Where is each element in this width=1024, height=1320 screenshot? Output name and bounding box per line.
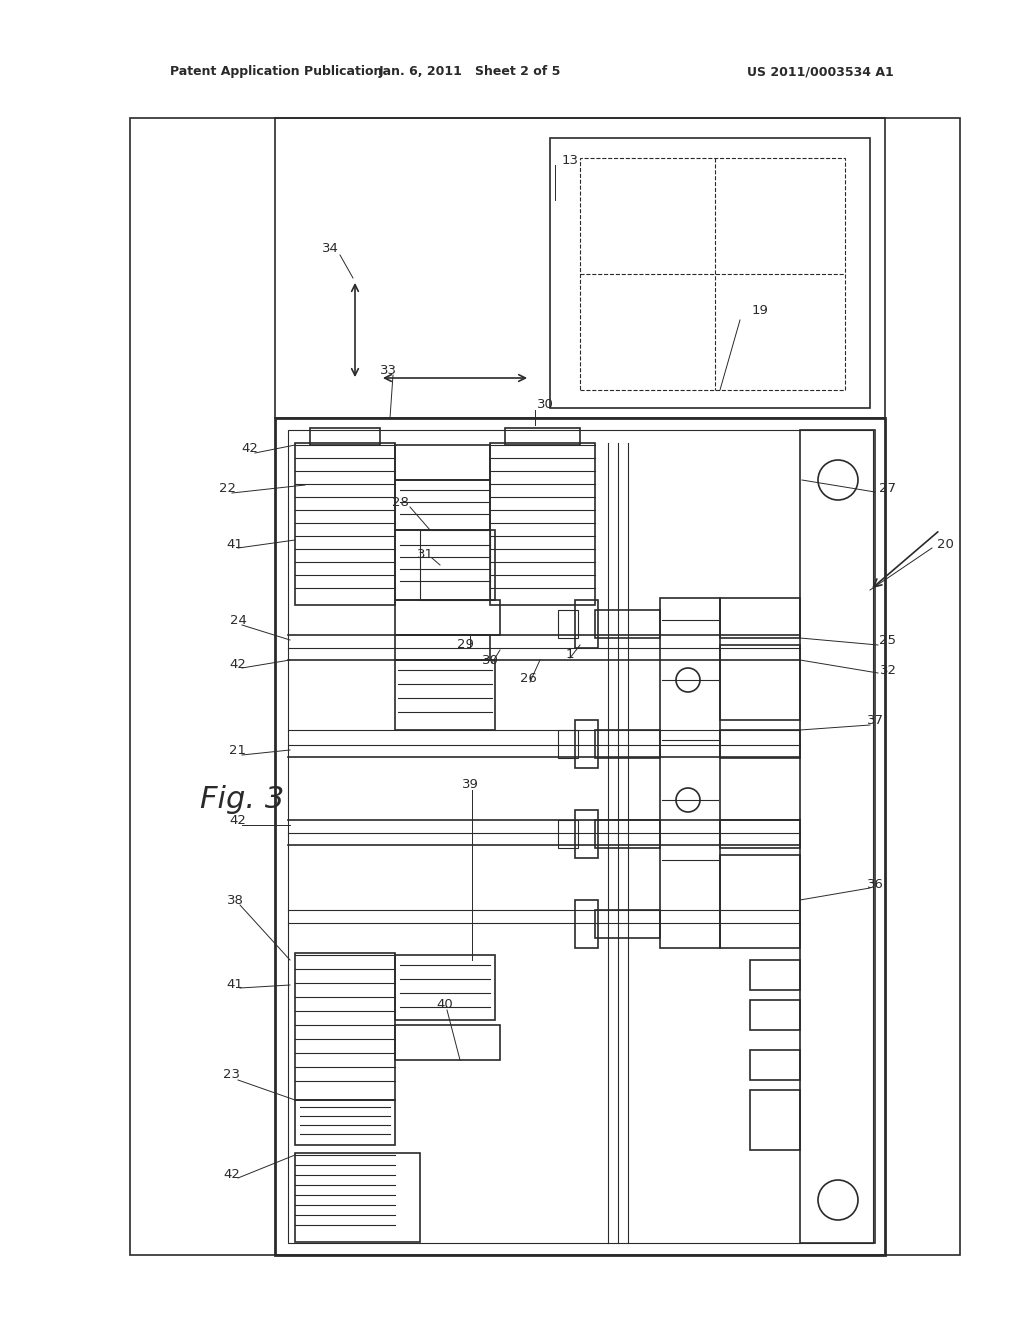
- Bar: [505, 428, 580, 445]
- Bar: [720, 820, 800, 847]
- Bar: [750, 1090, 800, 1150]
- Text: Patent Application Publication: Patent Application Publication: [170, 66, 382, 78]
- Text: 22: 22: [219, 482, 237, 495]
- Bar: [310, 428, 380, 445]
- Text: 32: 32: [880, 664, 896, 676]
- Bar: [130, 117, 961, 1255]
- Text: 24: 24: [229, 614, 247, 627]
- Bar: [575, 601, 598, 648]
- Bar: [800, 430, 874, 1243]
- Bar: [575, 719, 598, 768]
- Text: 36: 36: [866, 879, 884, 891]
- Text: 30: 30: [537, 399, 553, 412]
- Text: 42: 42: [229, 813, 247, 826]
- Bar: [595, 610, 660, 638]
- Bar: [720, 598, 800, 638]
- Bar: [595, 730, 660, 758]
- Bar: [720, 855, 800, 948]
- Bar: [720, 645, 800, 719]
- Bar: [575, 900, 598, 948]
- Bar: [395, 601, 500, 635]
- Text: 1: 1: [565, 648, 574, 661]
- Bar: [395, 635, 490, 660]
- Text: 25: 25: [880, 634, 896, 647]
- Text: 42: 42: [242, 441, 258, 454]
- Bar: [395, 480, 490, 531]
- Bar: [490, 444, 595, 605]
- Bar: [750, 1049, 800, 1080]
- Text: 26: 26: [519, 672, 537, 685]
- Text: 28: 28: [391, 495, 409, 508]
- Bar: [395, 1026, 500, 1060]
- Bar: [595, 909, 660, 939]
- Text: 40: 40: [436, 998, 454, 1011]
- Text: Jan. 6, 2011   Sheet 2 of 5: Jan. 6, 2011 Sheet 2 of 5: [379, 66, 561, 78]
- Text: 42: 42: [223, 1168, 241, 1181]
- Bar: [395, 531, 495, 601]
- Text: 27: 27: [880, 482, 896, 495]
- Text: 37: 37: [866, 714, 884, 726]
- Bar: [275, 117, 885, 418]
- Text: 31: 31: [417, 549, 433, 561]
- Bar: [558, 820, 578, 847]
- Bar: [750, 1001, 800, 1030]
- Text: 42: 42: [229, 659, 247, 672]
- Bar: [550, 139, 870, 408]
- Text: 38: 38: [226, 894, 244, 907]
- Bar: [295, 953, 395, 1100]
- Bar: [395, 954, 495, 1020]
- Text: 13: 13: [561, 153, 579, 166]
- Text: 30: 30: [481, 653, 499, 667]
- Text: 34: 34: [322, 242, 339, 255]
- Bar: [720, 730, 800, 758]
- Text: 19: 19: [752, 304, 768, 317]
- Text: 33: 33: [380, 363, 396, 376]
- Bar: [395, 660, 495, 730]
- Text: US 2011/0003534 A1: US 2011/0003534 A1: [746, 66, 893, 78]
- Text: 21: 21: [229, 743, 247, 756]
- Text: 20: 20: [937, 539, 953, 552]
- Text: 23: 23: [223, 1068, 241, 1081]
- Bar: [288, 430, 873, 1243]
- Bar: [660, 598, 720, 948]
- Bar: [558, 730, 578, 758]
- Bar: [420, 531, 490, 601]
- Bar: [275, 418, 885, 1255]
- Bar: [295, 1100, 395, 1144]
- Text: Fig. 3: Fig. 3: [200, 785, 285, 814]
- Bar: [295, 444, 395, 605]
- Bar: [558, 610, 578, 638]
- Text: 41: 41: [226, 978, 244, 991]
- Bar: [395, 445, 490, 480]
- Text: 29: 29: [457, 639, 473, 652]
- Bar: [580, 158, 845, 389]
- Text: 39: 39: [462, 779, 478, 792]
- Bar: [750, 960, 800, 990]
- Bar: [575, 810, 598, 858]
- Bar: [595, 820, 660, 847]
- Bar: [295, 1152, 420, 1242]
- Text: 41: 41: [226, 539, 244, 552]
